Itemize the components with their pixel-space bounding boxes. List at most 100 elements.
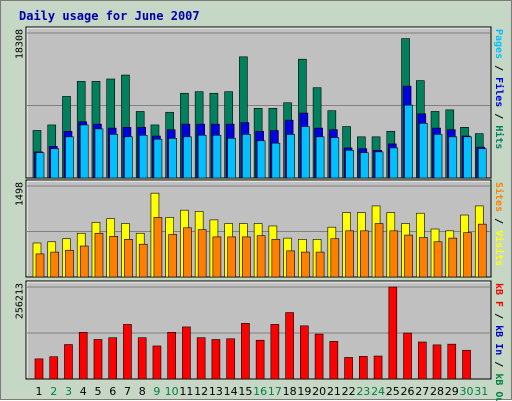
bar-pages-29 xyxy=(448,136,458,179)
bar-sites-17 xyxy=(271,239,281,278)
x-tick-label: 25 xyxy=(386,385,400,398)
bar-sites-3 xyxy=(65,249,74,278)
bar-sites-12 xyxy=(197,229,207,278)
bar-pages-30 xyxy=(463,136,472,179)
bar-sites-11 xyxy=(183,227,192,278)
bar-pages-5 xyxy=(94,128,104,179)
bar-pages-7 xyxy=(124,136,133,179)
bar-sites-31 xyxy=(477,223,487,278)
bar-pages-18 xyxy=(286,134,295,179)
visits-legend: Sites / Visits xyxy=(493,182,505,266)
bar-kbf-11 xyxy=(182,326,191,380)
bar-sites-7 xyxy=(124,239,133,278)
legend-entry: kB In xyxy=(493,325,504,355)
bar-pages-16 xyxy=(256,140,266,179)
x-tick-label: 6 xyxy=(109,385,116,398)
legend-entry: / xyxy=(493,59,504,77)
x-tick-label: 12 xyxy=(194,385,208,398)
x-tick-label: 5 xyxy=(94,385,101,398)
visits-ymax-label: 1498 xyxy=(14,182,25,206)
x-tick-label: 31 xyxy=(474,385,488,398)
bar-pages-20 xyxy=(315,136,325,179)
bar-kbf-28 xyxy=(432,344,442,380)
bar-pages-1 xyxy=(35,152,45,179)
x-tick-label: 17 xyxy=(268,385,282,398)
bar-pages-15 xyxy=(242,134,251,179)
legend-entry: / xyxy=(493,355,504,373)
bar-kbf-15 xyxy=(241,323,250,380)
x-tick-label: 15 xyxy=(238,385,252,398)
x-tick-label: 23 xyxy=(356,385,370,398)
bar-kbf-12 xyxy=(196,337,206,380)
bar-pages-28 xyxy=(433,134,443,179)
bar-sites-5 xyxy=(94,232,104,278)
x-tick-label: 7 xyxy=(124,385,131,398)
bar-pages-17 xyxy=(271,142,281,179)
bar-pages-26 xyxy=(404,104,413,179)
bar-sites-6 xyxy=(109,235,119,278)
bar-kbf-29 xyxy=(447,343,457,380)
bar-pages-12 xyxy=(197,134,207,179)
x-tick-label: 10 xyxy=(165,385,179,398)
kbytes-legend: kB F / kB In / kB Out xyxy=(493,283,504,401)
bar-kbf-13 xyxy=(211,339,221,380)
bar-kbf-24 xyxy=(373,355,383,380)
legend-entry: Pages xyxy=(493,29,504,59)
x-tick-label: 24 xyxy=(371,385,385,398)
x-tick-label: 21 xyxy=(327,385,341,398)
bar-sites-27 xyxy=(418,237,428,278)
bar-sites-10 xyxy=(168,234,177,278)
bar-pages-6 xyxy=(109,134,119,179)
x-tick-label: 11 xyxy=(179,385,193,398)
x-tick-label: 20 xyxy=(312,385,326,398)
bar-kbf-1 xyxy=(34,358,44,380)
x-tick-label: 8 xyxy=(139,385,146,398)
bar-sites-19 xyxy=(301,251,310,278)
x-tick-label: 3 xyxy=(65,385,72,398)
bar-sites-24 xyxy=(374,223,384,278)
kbytes-ymax-label: 256213 xyxy=(14,283,25,319)
legend-entry: kB Out xyxy=(493,373,504,401)
bar-pages-21 xyxy=(330,137,340,179)
bar-kbf-21 xyxy=(329,340,339,380)
bar-sites-26 xyxy=(404,234,413,278)
legend-entry: / xyxy=(493,107,504,125)
bar-kbf-9 xyxy=(152,345,162,380)
bar-kbf-5 xyxy=(93,339,103,380)
bar-pages-23 xyxy=(360,152,369,179)
bar-pages-3 xyxy=(65,136,74,179)
bar-kbf-23 xyxy=(359,356,368,380)
bar-kbf-22 xyxy=(344,357,353,380)
bar-kbf-4 xyxy=(78,332,88,380)
bar-kbf-2 xyxy=(49,356,59,380)
bar-kbf-6 xyxy=(108,337,118,380)
bar-kbf-7 xyxy=(123,324,132,380)
bar-kbf-3 xyxy=(64,344,73,380)
bar-pages-27 xyxy=(418,123,428,179)
legend-entry: Sites xyxy=(493,182,505,212)
bar-kbf-26 xyxy=(403,332,412,380)
x-tick-label: 19 xyxy=(297,385,311,398)
bar-kbf-18 xyxy=(285,312,294,380)
bar-sites-4 xyxy=(79,245,89,278)
bar-sites-15 xyxy=(242,236,251,278)
bar-kbf-27 xyxy=(417,341,427,380)
bar-pages-14 xyxy=(227,138,236,179)
x-tick-label: 4 xyxy=(80,385,87,398)
bar-pages-2 xyxy=(50,148,60,179)
bar-kbf-30 xyxy=(462,349,471,380)
bar-kbf-25 xyxy=(388,286,398,380)
legend-entry: Files xyxy=(493,77,505,107)
bar-sites-13 xyxy=(212,236,222,278)
bar-sites-9 xyxy=(153,217,163,278)
legend-entry: Visits xyxy=(493,230,505,266)
x-tick-label: 22 xyxy=(342,385,356,398)
x-tick-label: 9 xyxy=(153,385,160,398)
x-tick-label: 30 xyxy=(460,385,474,398)
x-axis-labels: 1 2 3 4 5 6 7 8 9 10 11 12 13 14 15 16 17 18 19 20 21 22 23 24 2… xyxy=(36,385,489,398)
bar-sites-25 xyxy=(389,230,399,278)
legend-entry: / xyxy=(493,307,504,325)
bar-sites-1 xyxy=(35,253,45,278)
x-tick-label: 28 xyxy=(430,385,444,398)
